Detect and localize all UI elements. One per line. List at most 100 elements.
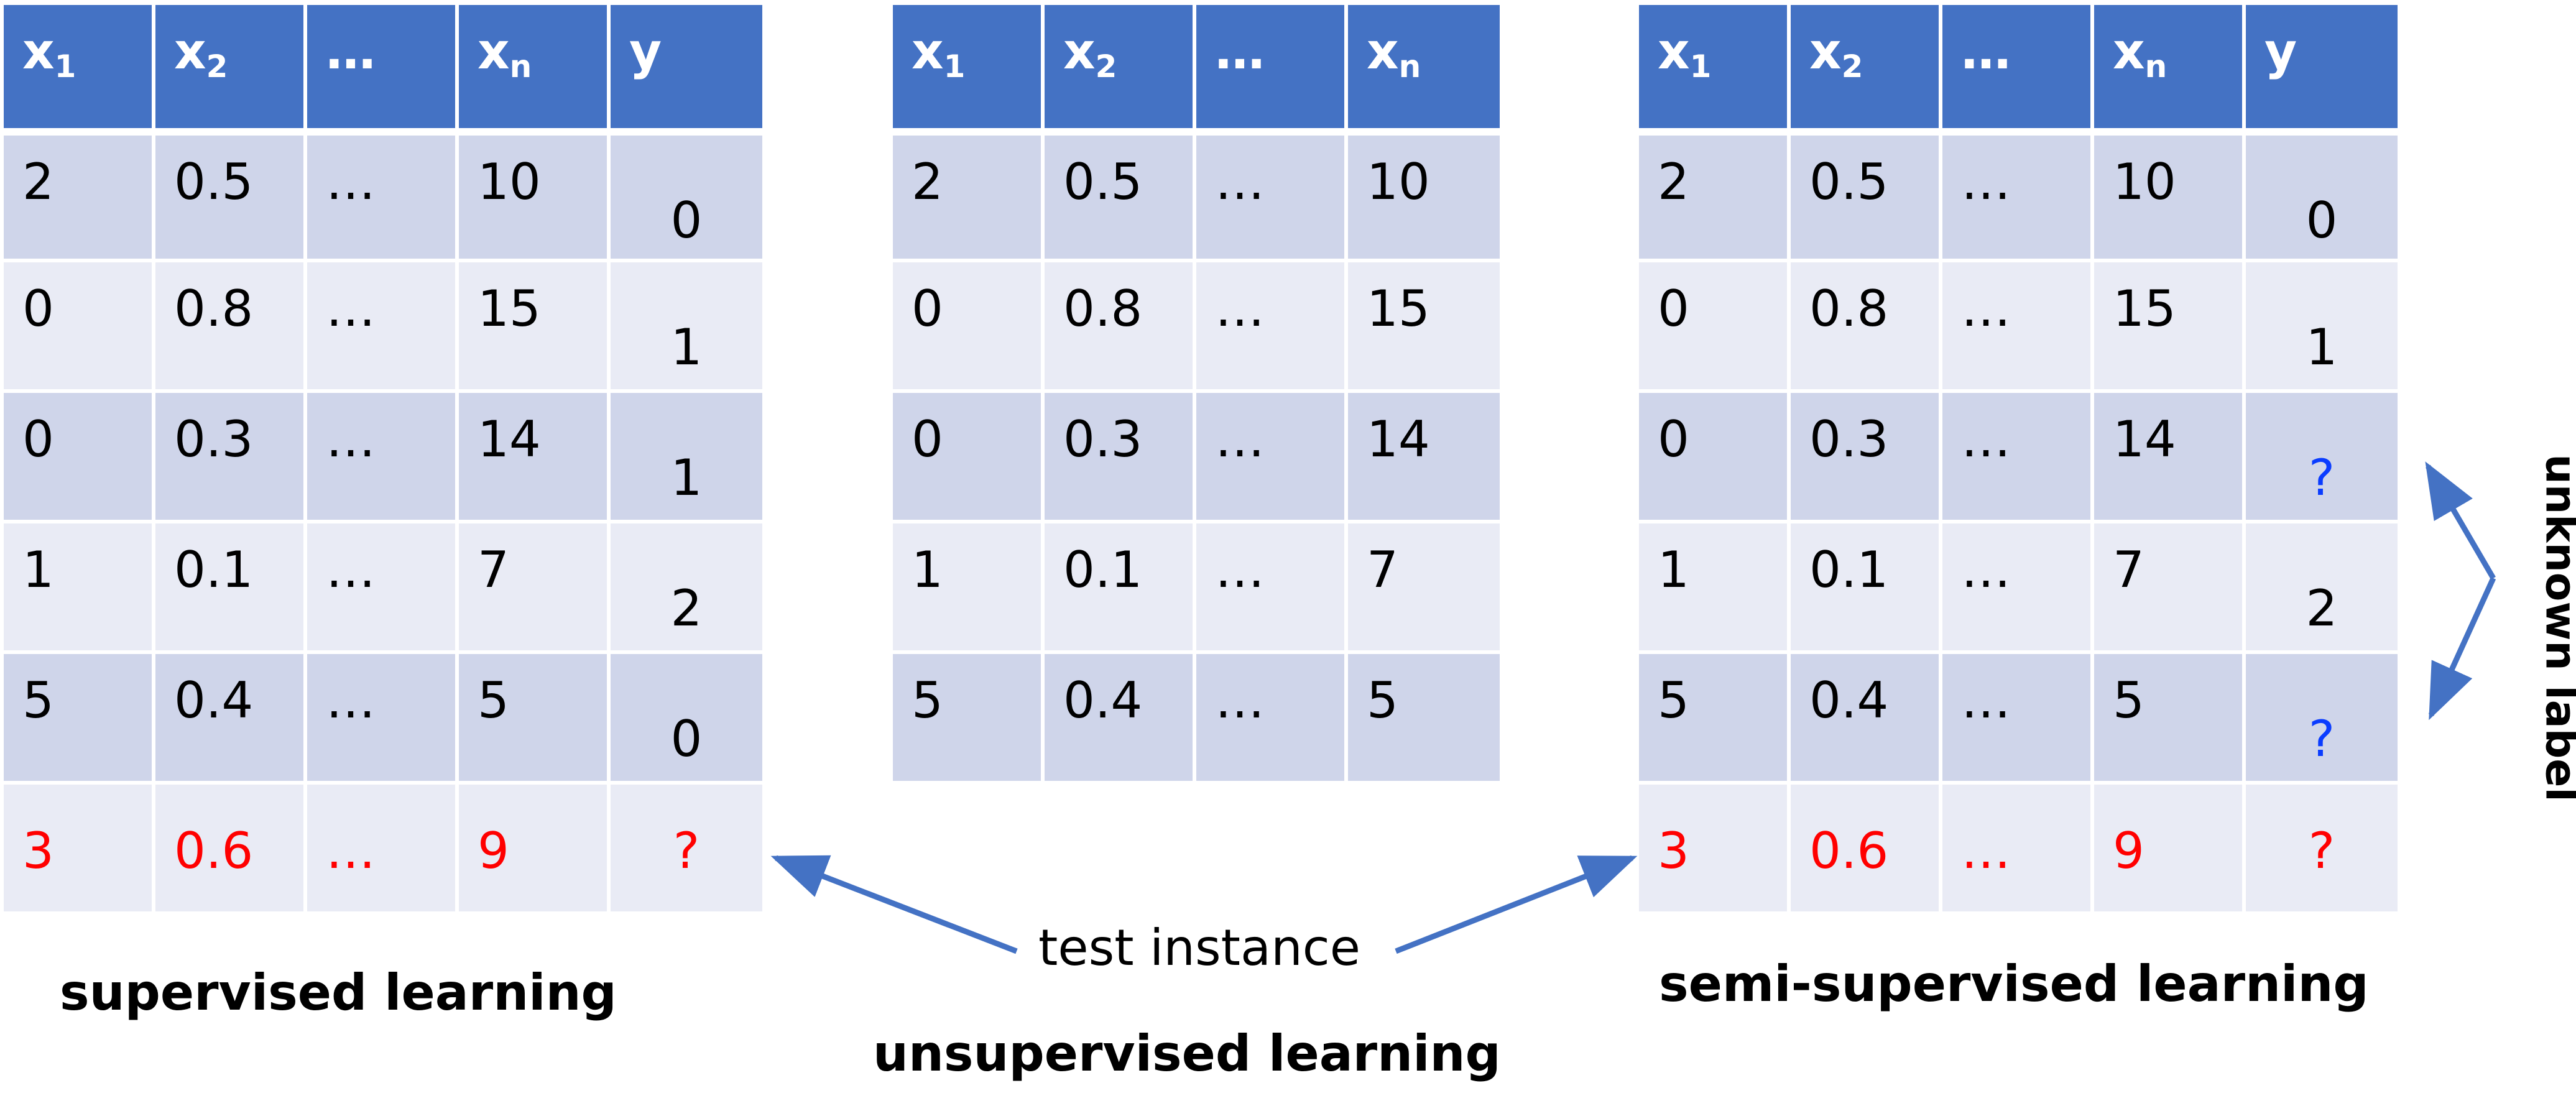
table-row: 5 0.4… 5 <box>893 654 1500 785</box>
table-row: 2 0.5… 10 <box>893 132 1500 262</box>
label-cell: 1 <box>2246 262 2398 393</box>
table-cell: 0.8 <box>1791 262 1942 393</box>
table-cell: … <box>1942 523 2094 654</box>
column-header: x2 <box>1791 5 1942 132</box>
test-arrow-right <box>1395 855 1638 954</box>
column-header: x2 <box>1045 5 1196 132</box>
semi-supervised-caption: semi-supervised learning <box>1659 955 2369 1013</box>
label-cell: ? <box>2246 654 2398 785</box>
table-cell: … <box>1196 523 1348 654</box>
table-cell: 2 <box>893 132 1045 262</box>
table-cell: 0.1 <box>155 523 307 654</box>
table-cell: … <box>1942 262 2094 393</box>
table-cell: … <box>307 523 459 654</box>
table-row: 2 0.5… 10 0 <box>4 132 762 262</box>
table-cell: 2 <box>4 132 155 262</box>
column-header: … <box>307 5 459 132</box>
table-cell: 9 <box>2094 785 2246 915</box>
column-header-label: x <box>2113 22 2145 80</box>
table-cell: 15 <box>2094 262 2246 393</box>
column-header-subscript: n <box>2144 48 2167 85</box>
column-header: xn <box>459 5 611 132</box>
table-cell: … <box>307 132 459 262</box>
table-cell: 15 <box>1348 262 1500 393</box>
table-cell: 7 <box>459 523 611 654</box>
unsupervised-caption: unsupervised learning <box>873 1025 1501 1082</box>
column-header: … <box>1942 5 2094 132</box>
table-cell: 5 <box>2094 654 2246 785</box>
test-instance-label: test instance <box>1038 919 1360 977</box>
table-header-row: x1 x2… xn y <box>4 5 762 132</box>
table-header-row: x1 x2… xn <box>893 5 1500 132</box>
supervised-caption: supervised learning <box>60 964 617 1021</box>
table-cell: 0 <box>893 262 1045 393</box>
label-cell: 2 <box>2246 523 2398 654</box>
column-header: … <box>1196 5 1348 132</box>
table-cell: … <box>307 785 459 915</box>
table-cell: 0 <box>4 262 155 393</box>
table-row: 0 0.8… 15 <box>893 262 1500 393</box>
column-header-label: … <box>1215 22 1265 80</box>
test-instance-row: 3 0.6… 9? <box>1639 785 2398 915</box>
unknown-arrow-upper <box>2425 461 2496 580</box>
table-row: 1 0.1… 7 <box>893 523 1500 654</box>
table-row: 5 0.4… 5 0 <box>4 654 762 785</box>
column-header-label: … <box>1961 22 2011 80</box>
table-cell: … <box>307 393 459 523</box>
table-cell: … <box>1196 262 1348 393</box>
table-cell: … <box>1942 132 2094 262</box>
table-cell: 5 <box>893 654 1045 785</box>
table-cell: 3 <box>4 785 155 915</box>
table-cell: 2 <box>1639 132 1791 262</box>
table-row: 0 0.8… 15 1 <box>1639 262 2398 393</box>
label-cell: 0 <box>611 132 762 262</box>
table-cell: 0.4 <box>1791 654 1942 785</box>
table-cell: 10 <box>1348 132 1500 262</box>
table-cell: … <box>1196 393 1348 523</box>
column-header: x1 <box>1639 5 1791 132</box>
table-cell: 0 <box>4 393 155 523</box>
table-cell: 1 <box>1639 523 1791 654</box>
table-cell: 0.5 <box>1791 132 1942 262</box>
column-header-label: x <box>1658 22 1690 80</box>
column-header-subscript: n <box>1398 48 1421 85</box>
table-cell: 3 <box>1639 785 1791 915</box>
table-cell: 0.6 <box>155 785 307 915</box>
table-cell: 5 <box>1639 654 1791 785</box>
table-cell: 0.1 <box>1045 523 1196 654</box>
label-cell: ? <box>611 785 762 915</box>
column-header-subscript: 2 <box>1841 48 1863 85</box>
test-arrow-left <box>770 855 1018 954</box>
table-cell: 10 <box>2094 132 2246 262</box>
label-cell: 0 <box>611 654 762 785</box>
table-cell: 9 <box>459 785 611 915</box>
column-header-subscript: n <box>509 48 532 85</box>
column-header-label: x <box>912 22 944 80</box>
label-cell: 2 <box>611 523 762 654</box>
table-cell: 0 <box>1639 262 1791 393</box>
table-cell: 0.8 <box>155 262 307 393</box>
table-cell: 0.3 <box>155 393 307 523</box>
table-row: 0 0.3… 14 1 <box>4 393 762 523</box>
table-cell: 10 <box>459 132 611 262</box>
table-header-row: x1 x2… xn y <box>1639 5 2398 132</box>
table-cell: 0.6 <box>1791 785 1942 915</box>
column-header-subscript: 2 <box>206 48 228 85</box>
table-cell: 0 <box>893 393 1045 523</box>
column-header-label: y <box>629 22 662 80</box>
table-cell: … <box>307 262 459 393</box>
table-cell: … <box>1196 132 1348 262</box>
column-header: y <box>611 5 762 132</box>
table-cell: 0.3 <box>1791 393 1942 523</box>
column-header-label: x <box>1367 22 1399 80</box>
table-row: 0 0.8… 15 1 <box>4 262 762 393</box>
semi-supervised-table: x1 x2… xn y 2 0.5… 10 0 0 0.8… 15 1 0 0.3… 14? 1 0.1… 7 2… <box>1639 5 2398 915</box>
table-cell: … <box>1942 785 2094 915</box>
label-cell: ? <box>2246 785 2398 915</box>
column-header-label: x <box>22 22 55 80</box>
table-row: 5 0.4… 5? <box>1639 654 2398 785</box>
table-cell: 5 <box>1348 654 1500 785</box>
column-header-subscript: 2 <box>1095 48 1117 85</box>
table-cell: … <box>1942 393 2094 523</box>
table-row: 0 0.3… 14? <box>1639 393 2398 523</box>
